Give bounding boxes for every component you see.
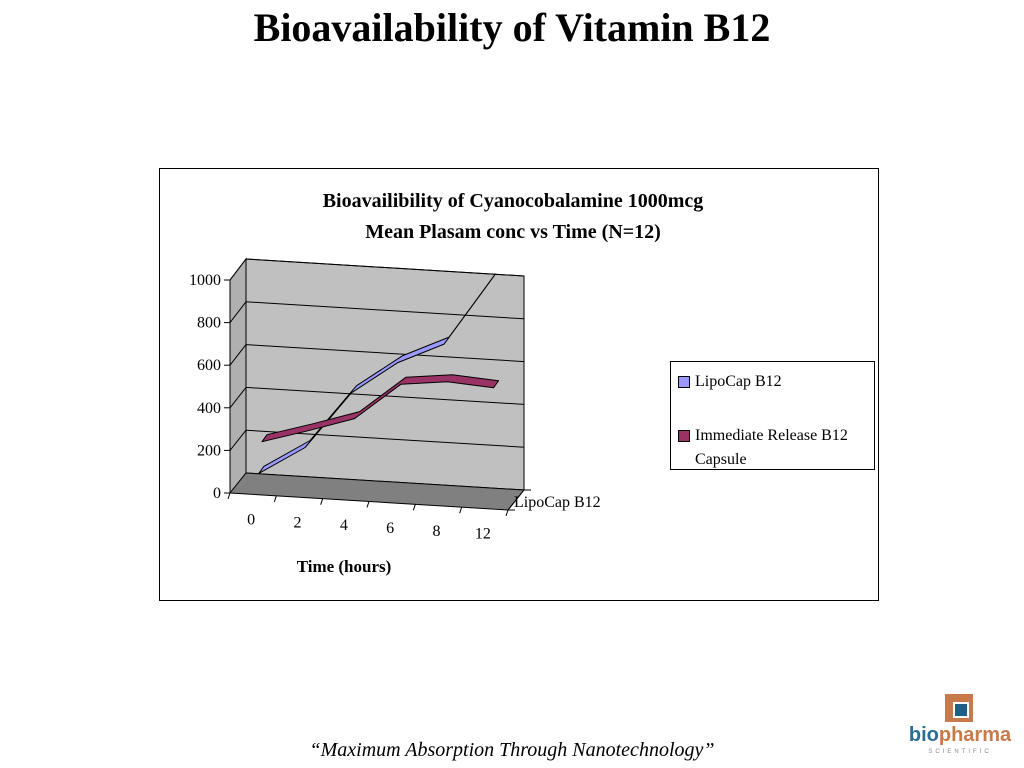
- x-tick-label: 2: [294, 514, 302, 531]
- chart-legend: LipoCap B12 Immediate Release B12 Capsul…: [670, 361, 875, 470]
- x-axis-title: Time (hours): [297, 557, 392, 576]
- x-tick-mark: [320, 498, 324, 505]
- y-gridline-side: [229, 387, 247, 409]
- slide-title: Bioavailability of Vitamin B12: [253, 5, 771, 50]
- x-tick-mark: [505, 509, 509, 517]
- x-tick-label: 8: [433, 523, 441, 540]
- y-gridline-side: [229, 258, 247, 281]
- x-tick-label: 4: [340, 517, 348, 534]
- x-tick-label: 0: [247, 511, 255, 528]
- depth-axis-label: LipoCap B12: [514, 494, 601, 511]
- legend-label-lipocap: LipoCap B12: [695, 373, 782, 390]
- x-tick-mark: [412, 504, 416, 511]
- x-tick-mark: [366, 501, 370, 508]
- chart-subtitle: Mean Plasam conc vs Time (N=12): [365, 221, 661, 243]
- y-gridline-side: [229, 429, 247, 451]
- series-ribbon-1: [261, 374, 500, 443]
- y-gridline: [245, 301, 525, 320]
- series-ribbon-0: [258, 273, 496, 474]
- chart-title: Bioavailibility of Cyanocobalamine 1000m…: [322, 190, 704, 212]
- legend-swatch-immediate-release: [678, 430, 690, 442]
- y-tick-label: 1000: [189, 272, 221, 289]
- chart-side-wall: [229, 257, 247, 495]
- logo-mark-icon: [945, 694, 973, 722]
- depth-axis-line: [507, 489, 525, 511]
- x-tick-mark: [459, 507, 463, 514]
- tagline: “Maximum Absorption Through Nanotechnolo…: [309, 739, 715, 761]
- x-tick-label: 6: [386, 520, 394, 537]
- x-tick-label: 12: [475, 526, 491, 543]
- logo-wordmark: biopharma: [906, 724, 1014, 747]
- y-gridline-side: [229, 301, 247, 323]
- logo-word-pharma: pharma: [938, 724, 1012, 746]
- chart-title-block: Bioavailibility of Cyanocobalamine 1000m…: [0, 186, 1024, 248]
- logo-mark-inner-icon: [953, 702, 969, 718]
- logo-word-bio: bio: [908, 724, 939, 746]
- y-tick-label: 800: [197, 315, 221, 332]
- y-tick-label: 600: [197, 357, 221, 374]
- x-tick-mark: [273, 495, 277, 502]
- biopharma-logo: biopharma SCIENTIFIC: [906, 694, 1014, 760]
- y-tick-label: 200: [197, 442, 221, 459]
- y-tick-label: 400: [197, 400, 221, 417]
- logo-subtitle: SCIENTIFIC: [928, 749, 992, 755]
- y-gridline: [245, 258, 525, 277]
- legend-swatch-lipocap: [678, 376, 690, 388]
- y-tick-label: 0: [213, 485, 221, 502]
- y-gridline: [245, 344, 525, 363]
- x-tick-mark: [227, 492, 231, 500]
- y-gridline-side: [229, 344, 247, 366]
- legend-label-immediate-release: Immediate Release B12 Capsule: [695, 427, 848, 468]
